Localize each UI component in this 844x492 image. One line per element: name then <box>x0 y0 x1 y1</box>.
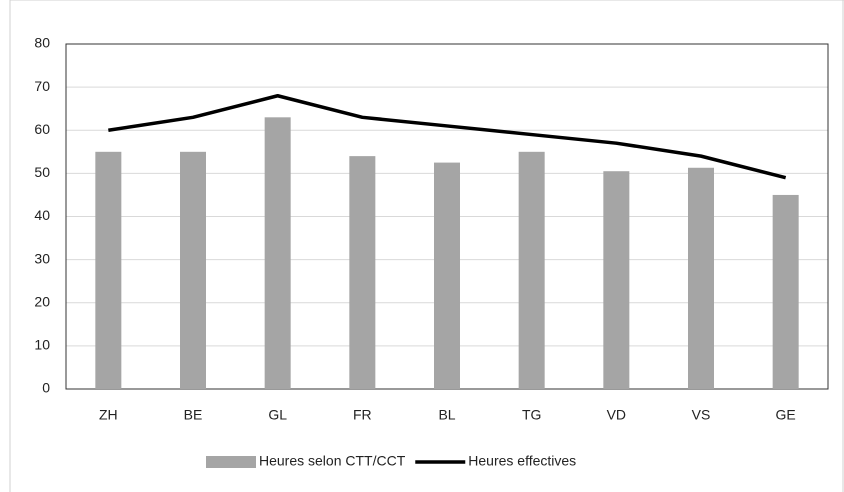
bar <box>180 151 206 389</box>
x-tick-label: TG <box>522 407 541 423</box>
y-tick-label: 10 <box>34 337 50 353</box>
x-tick-label: BL <box>438 407 455 423</box>
y-tick-label: 70 <box>34 78 50 94</box>
y-tick-label: 30 <box>34 250 50 266</box>
x-tick-label: VS <box>692 407 711 423</box>
y-tick-label: 80 <box>34 35 50 51</box>
bar <box>349 156 376 389</box>
x-tick-label: ZH <box>99 407 118 423</box>
x-tick-label: BE <box>184 407 203 423</box>
bar <box>603 171 630 389</box>
x-tick-label: GE <box>776 407 796 423</box>
y-tick-label: 60 <box>34 121 50 137</box>
y-tick-label: 40 <box>34 207 50 223</box>
bar <box>434 162 460 389</box>
x-tick-label: GL <box>268 407 287 423</box>
y-tick-label: 50 <box>34 164 50 180</box>
bar <box>688 167 714 389</box>
bar <box>264 117 291 389</box>
legend-swatch <box>206 456 256 468</box>
bar <box>95 151 122 389</box>
bar <box>772 194 799 389</box>
line <box>108 94 787 180</box>
x-tick-label: FR <box>353 407 372 423</box>
bar <box>518 151 545 389</box>
legend-label: Heures selon CTT/CCT <box>259 453 406 469</box>
x-tick-label: VD <box>607 407 626 423</box>
legend-label: Heures effectives <box>468 453 576 469</box>
y-tick-label: 0 <box>42 380 50 396</box>
y-tick-label: 20 <box>34 293 50 309</box>
